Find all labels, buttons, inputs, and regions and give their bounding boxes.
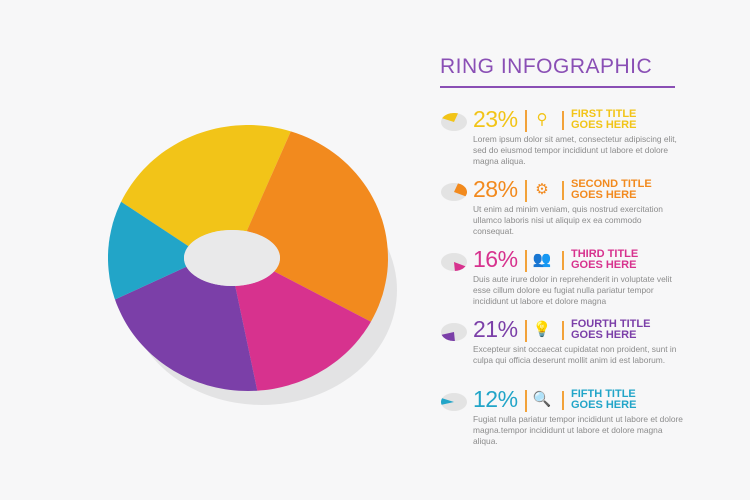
ring-chart	[108, 125, 397, 405]
divider	[562, 111, 564, 130]
divider	[525, 180, 527, 202]
divider	[525, 390, 527, 412]
ring-segment-4	[115, 266, 258, 391]
divider	[562, 181, 564, 200]
item-title-line2: GOES HERE	[571, 189, 637, 201]
item-title-line2: GOES HERE	[571, 399, 637, 411]
item-title: FOURTH TITLE GOES HERE	[571, 319, 681, 341]
mini-pie-icon	[441, 393, 467, 411]
percent-value: 12%	[473, 386, 518, 412]
item-title-line1: THIRD TITLE	[571, 248, 639, 260]
percent-value: 28%	[473, 176, 518, 202]
page-title: RING INFOGRAPHIC	[440, 55, 653, 78]
title-underline	[440, 86, 675, 88]
divider	[525, 320, 527, 342]
item-title-line1: FOURTH TITLE	[571, 318, 651, 330]
mini-pie-icon	[441, 323, 467, 341]
ring-segment-3	[235, 271, 371, 391]
gears-icon: ⚙	[535, 181, 549, 198]
map-pin-icon: ⚲	[536, 111, 548, 128]
item-description: Ut enim ad minim veniam, quis nostrud ex…	[473, 204, 663, 236]
ring-hole	[184, 230, 280, 286]
divider	[562, 321, 564, 340]
item-title-line1: FIFTH TITLE	[571, 388, 636, 400]
divider	[525, 250, 527, 272]
lightbulb-icon: 💡	[532, 321, 552, 338]
item-title: SECOND TITLE GOES HERE	[571, 179, 681, 201]
percent-value: 23%	[473, 106, 518, 132]
item-title: THIRD TITLE GOES HERE	[571, 249, 681, 271]
item-title-line1: SECOND TITLE	[571, 178, 652, 190]
ring-segment-2	[246, 131, 388, 322]
item-title-line2: GOES HERE	[571, 259, 637, 271]
users-icon: 👥	[532, 251, 552, 268]
item-description: Fugiat nulla pariatur tempor incididunt …	[473, 414, 683, 446]
percent-value: 16%	[473, 246, 518, 272]
percent-value: 21%	[473, 316, 518, 342]
item-description: Duis aute irure dolor in reprehenderit i…	[473, 274, 672, 306]
search-icon: 🔍	[532, 391, 552, 408]
item-description: Lorem ipsum dolor sit amet, consectetur …	[473, 134, 677, 166]
item-title-line2: GOES HERE	[571, 119, 637, 131]
mini-pie-icon	[441, 253, 467, 271]
mini-pie-icon	[441, 183, 467, 201]
item-title-line2: GOES HERE	[571, 329, 637, 341]
divider	[562, 391, 564, 410]
divider	[525, 110, 527, 132]
ring-segment-1	[121, 125, 291, 247]
item-title: FIRST TITLE GOES HERE	[571, 109, 681, 131]
mini-pie-icon	[441, 113, 467, 131]
ring-segment-5	[108, 201, 189, 300]
item-title-line1: FIRST TITLE	[571, 108, 637, 120]
item-description: Excepteur sint occaecat cupidatat non pr…	[473, 344, 677, 365]
divider	[562, 251, 564, 270]
item-title: FIFTH TITLE GOES HERE	[571, 389, 681, 411]
